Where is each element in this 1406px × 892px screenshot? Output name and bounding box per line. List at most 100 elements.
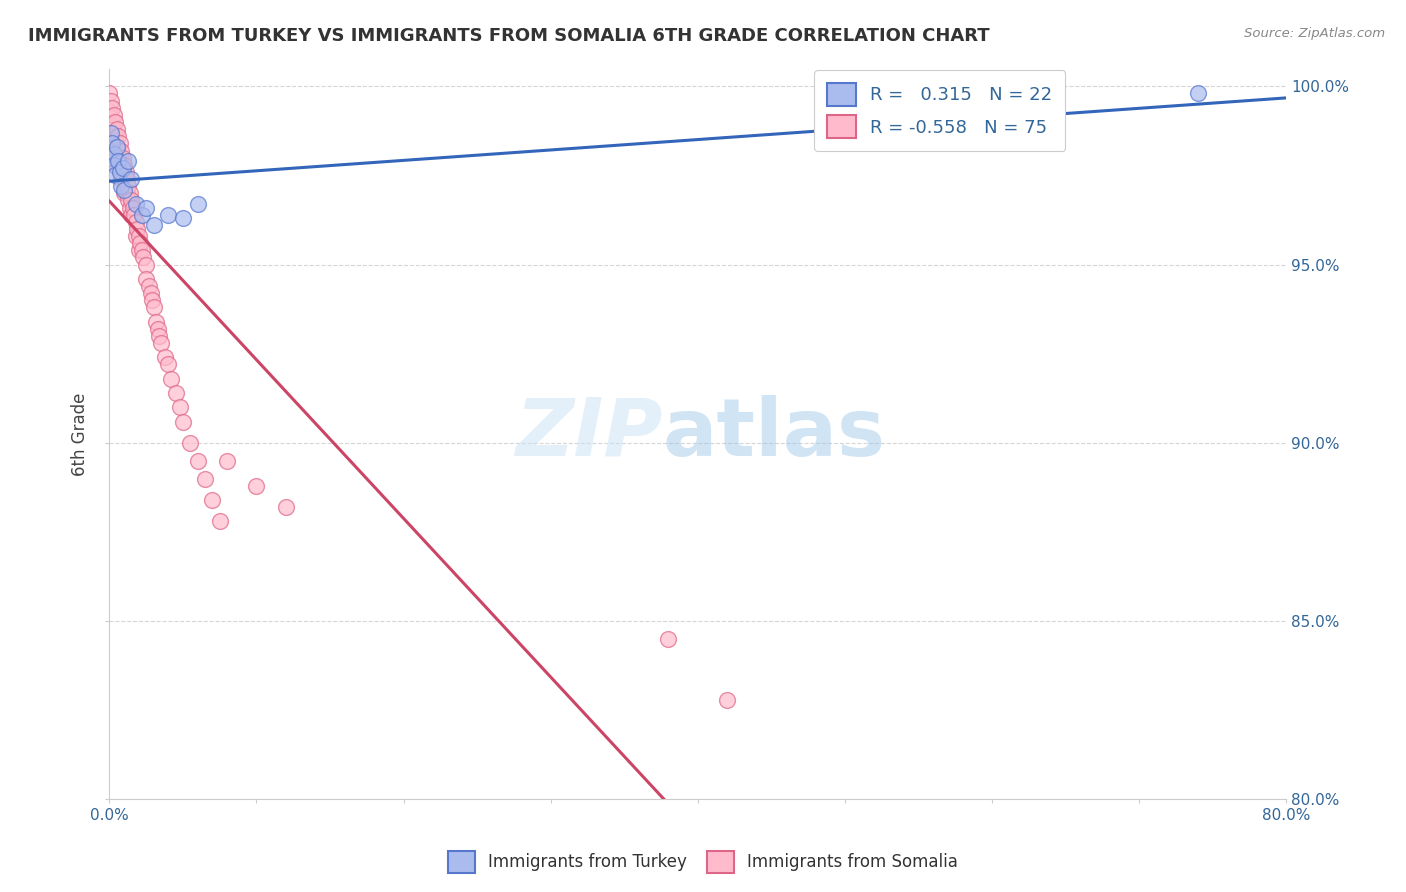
Point — [135, 258, 157, 272]
Point — [114, 165, 136, 179]
Point — [112, 186, 135, 201]
Point — [138, 279, 160, 293]
Point — [155, 351, 177, 365]
Point — [172, 415, 194, 429]
Text: atlas: atlas — [662, 395, 886, 473]
Point — [115, 172, 138, 186]
Point — [135, 201, 157, 215]
Point — [141, 293, 163, 308]
Point — [103, 126, 125, 140]
Point — [194, 471, 217, 485]
Point — [120, 194, 142, 208]
Point — [118, 201, 141, 215]
Point — [142, 301, 165, 315]
Point — [146, 322, 169, 336]
Point — [111, 151, 134, 165]
Point — [101, 119, 124, 133]
Point — [125, 215, 148, 229]
Point — [108, 151, 131, 165]
Point — [124, 208, 146, 222]
Point — [157, 208, 180, 222]
Point — [105, 140, 128, 154]
Text: IMMIGRANTS FROM TURKEY VS IMMIGRANTS FROM SOMALIA 6TH GRADE CORRELATION CHART: IMMIGRANTS FROM TURKEY VS IMMIGRANTS FRO… — [28, 27, 990, 45]
Point — [179, 436, 201, 450]
Point — [104, 115, 127, 129]
Point — [128, 244, 150, 258]
Point — [104, 169, 127, 183]
Point — [657, 632, 679, 646]
Point — [274, 500, 297, 514]
Point — [142, 219, 165, 233]
Point — [125, 229, 148, 244]
Point — [108, 136, 131, 151]
Point — [135, 272, 157, 286]
Point — [105, 122, 128, 136]
Point — [165, 386, 187, 401]
Point — [105, 140, 128, 154]
Point — [160, 372, 183, 386]
Point — [98, 151, 121, 165]
Point — [101, 136, 124, 151]
Point — [107, 161, 129, 176]
Point — [100, 112, 122, 126]
Point — [120, 172, 142, 186]
Point — [117, 154, 139, 169]
Point — [115, 186, 138, 201]
Point — [112, 172, 135, 186]
Point — [215, 454, 238, 468]
Y-axis label: 6th Grade: 6th Grade — [72, 392, 89, 475]
Point — [131, 208, 153, 222]
Point — [103, 108, 125, 122]
Point — [107, 147, 129, 161]
Point — [108, 165, 131, 179]
Point — [118, 186, 141, 201]
Point — [172, 211, 194, 226]
Point — [122, 201, 145, 215]
Point — [110, 158, 132, 172]
Point — [107, 129, 129, 144]
Point — [245, 478, 267, 492]
Point — [148, 329, 170, 343]
Point — [111, 165, 134, 179]
Text: ZIP: ZIP — [515, 395, 662, 473]
Legend: R =   0.315   N = 22, R = -0.558   N = 75: R = 0.315 N = 22, R = -0.558 N = 75 — [814, 70, 1066, 151]
Point — [110, 172, 132, 186]
Point — [1187, 87, 1209, 101]
Point — [145, 315, 167, 329]
Point — [100, 94, 122, 108]
Point — [117, 194, 139, 208]
Point — [103, 158, 125, 172]
Point — [129, 236, 152, 251]
Point — [100, 126, 122, 140]
Point — [201, 492, 224, 507]
Point — [103, 147, 125, 161]
Point — [117, 179, 139, 194]
Point — [187, 454, 209, 468]
Point — [107, 154, 129, 169]
Point — [101, 101, 124, 115]
Point — [127, 222, 149, 236]
Point — [111, 161, 134, 176]
Point — [104, 147, 127, 161]
Point — [149, 336, 172, 351]
Point — [169, 401, 191, 415]
Point — [132, 251, 155, 265]
Point — [98, 87, 121, 101]
Legend: Immigrants from Turkey, Immigrants from Somalia: Immigrants from Turkey, Immigrants from … — [441, 845, 965, 880]
Point — [105, 154, 128, 169]
Point — [110, 144, 132, 158]
Point — [131, 244, 153, 258]
Point — [112, 158, 135, 172]
Point — [98, 104, 121, 119]
Point — [139, 286, 162, 301]
Point — [103, 140, 125, 154]
Point — [104, 133, 127, 147]
Point — [125, 197, 148, 211]
Point — [112, 183, 135, 197]
Point — [101, 133, 124, 147]
Point — [110, 179, 132, 194]
Point — [120, 208, 142, 222]
Point — [157, 358, 180, 372]
Text: Source: ZipAtlas.com: Source: ZipAtlas.com — [1244, 27, 1385, 40]
Point — [208, 514, 231, 528]
